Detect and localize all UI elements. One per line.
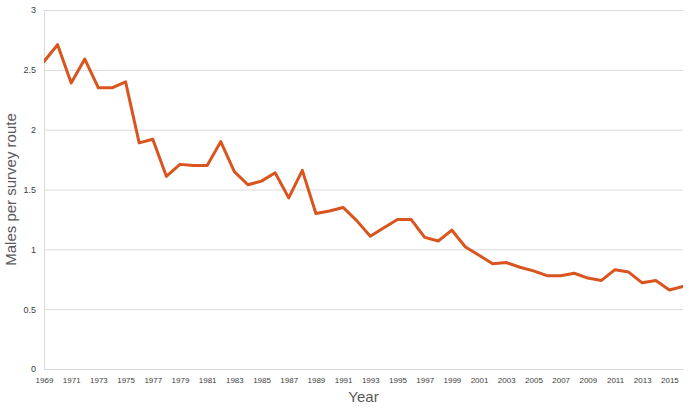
- x-tick-label: 1993: [362, 376, 380, 385]
- x-tick-label: 1975: [117, 376, 135, 385]
- x-tick: 2013: [634, 369, 652, 385]
- x-tick-label: 1979: [172, 376, 190, 385]
- grid-line: [44, 70, 683, 71]
- x-tick: 1979: [172, 369, 190, 385]
- y-tick: 3: [31, 5, 683, 15]
- x-tick: 2001: [471, 369, 489, 385]
- x-tick-label: 1999: [443, 376, 461, 385]
- y-tick-label: 3: [31, 5, 36, 15]
- x-tick: 1971: [63, 369, 81, 385]
- x-tick: 1983: [226, 369, 244, 385]
- x-tick: 1991: [335, 369, 353, 385]
- x-tick-label: 1995: [389, 376, 407, 385]
- x-tick: 2009: [579, 369, 597, 385]
- x-tick: 2007: [552, 369, 570, 385]
- x-tick: 1987: [280, 369, 298, 385]
- y-tick-label: 2.5: [23, 65, 36, 75]
- y-tick: 0: [31, 364, 683, 374]
- y-axis: 0 0.5 1 1.5 2 2.5 3: [23, 5, 683, 374]
- x-tick-label: 1971: [63, 376, 81, 385]
- grid-line: [44, 190, 683, 191]
- x-tick: 2015: [661, 369, 679, 385]
- chart: 0 0.5 1 1.5 2 2.5 3 1969 1971 1973 1975 1977 1979 198…: [0, 0, 700, 410]
- y-tick-label: 1: [31, 245, 36, 255]
- grid-line: [44, 130, 683, 131]
- x-tick: 2005: [525, 369, 543, 385]
- x-axis-title: Year: [348, 388, 378, 405]
- x-tick: 1997: [416, 369, 434, 385]
- x-tick-label: 2007: [552, 376, 570, 385]
- x-tick-label: 1977: [144, 376, 162, 385]
- x-tick: 1985: [253, 369, 271, 385]
- x-tick-label: 2013: [634, 376, 652, 385]
- x-axis: 1969 1971 1973 1975 1977 1979 1981 1983 1985 1987…: [36, 369, 684, 385]
- x-tick-label: 1997: [416, 376, 434, 385]
- x-tick-label: 2009: [579, 376, 597, 385]
- data-line: [44, 45, 683, 290]
- y-axis-line: [45, 11, 684, 370]
- x-tick-label: 2011: [607, 376, 625, 385]
- y-axis-title: Males per survey route: [2, 113, 19, 266]
- x-tick: 1999: [443, 369, 461, 385]
- x-tick-label: 2005: [525, 376, 543, 385]
- grid-line: [44, 369, 683, 370]
- y-tick: 2: [31, 125, 683, 135]
- grid-line: [44, 249, 683, 250]
- x-tick: 1977: [144, 369, 162, 385]
- x-tick-label: 2001: [471, 376, 489, 385]
- y-tick: 1: [31, 245, 683, 255]
- x-tick-label: 1989: [308, 376, 326, 385]
- x-tick-label: 2003: [498, 376, 516, 385]
- x-tick: 2003: [498, 369, 516, 385]
- x-tick-label: 1969: [36, 376, 54, 385]
- x-axis-line: [45, 369, 684, 370]
- x-tick: 1989: [308, 369, 326, 385]
- x-tick-label: 1981: [199, 376, 217, 385]
- y-tick: 0.5: [23, 305, 683, 315]
- y-tick-label: 2: [31, 125, 36, 135]
- x-tick: 1995: [389, 369, 407, 385]
- y-tick-label: 0.5: [23, 305, 36, 315]
- y-tick-label: 0: [31, 364, 36, 374]
- x-tick: 1973: [90, 369, 108, 385]
- x-tick: 1981: [199, 369, 217, 385]
- x-tick-label: 1985: [253, 376, 271, 385]
- series-group: [44, 45, 683, 290]
- x-tick: 1993: [362, 369, 380, 385]
- x-tick-label: 1987: [280, 376, 298, 385]
- plot-area: 0 0.5 1 1.5 2 2.5 3 1969 1971 1973 1975 1977 1979 198…: [23, 5, 683, 384]
- x-tick-label: 1983: [226, 376, 244, 385]
- grid-line: [44, 309, 683, 310]
- x-tick-label: 1973: [90, 376, 108, 385]
- x-tick: 1969: [36, 369, 54, 385]
- y-tick: 1.5: [23, 185, 683, 195]
- x-tick-label: 2015: [661, 376, 679, 385]
- x-tick: 2011: [607, 369, 625, 385]
- grid-line: [44, 10, 683, 11]
- x-tick: 1975: [117, 369, 135, 385]
- y-tick: 2.5: [23, 65, 683, 75]
- x-tick-label: 1991: [335, 376, 353, 385]
- y-tick-label: 1.5: [23, 185, 36, 195]
